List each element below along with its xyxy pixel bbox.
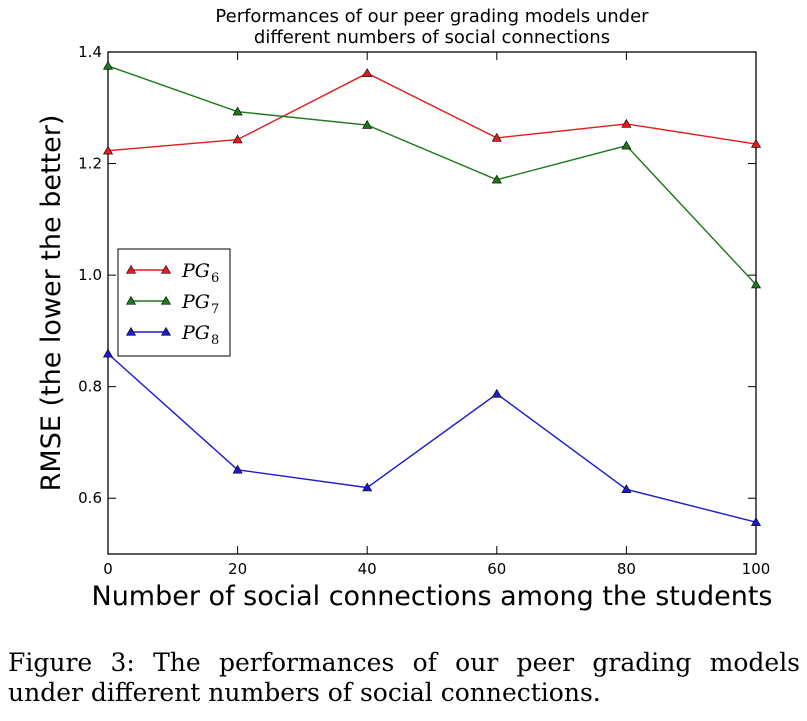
- y-tick-label: 1.4: [78, 43, 102, 61]
- series-group: [102, 60, 762, 526]
- x-tick-label: 0: [103, 560, 113, 578]
- data-point-pg7: [750, 279, 762, 289]
- data-point-pg6: [362, 68, 373, 77]
- series-line-pg7: [107, 65, 757, 286]
- y-tick-label: 1.2: [78, 155, 102, 173]
- series-pg8: [102, 348, 762, 526]
- plot-area: [107, 51, 757, 555]
- legend-marker: [160, 326, 172, 336]
- x-tick-label: 60: [487, 560, 506, 578]
- legend-marker: [160, 264, 172, 274]
- data-point-pg6: [621, 118, 632, 128]
- series-line-pg8: [107, 353, 757, 523]
- x-axis-label: Number of social connections among the s…: [92, 581, 773, 612]
- legend-marker: [125, 326, 137, 336]
- data-point-pg8: [232, 464, 243, 474]
- legend-box: [117, 248, 231, 357]
- caption-text: The performances of our peer grading mod…: [8, 648, 801, 707]
- caption-label: Figure 3:: [8, 648, 135, 677]
- data-point-pg6: [102, 145, 114, 155]
- x-tick-label: 40: [358, 560, 377, 578]
- series-pg7: [102, 60, 762, 289]
- data-point-pg8: [491, 388, 502, 398]
- y-tick-label: 0.6: [78, 489, 102, 507]
- data-point-pg7: [102, 60, 114, 70]
- data-point-pg8: [621, 484, 632, 493]
- series-line-pg6: [107, 72, 757, 152]
- x-tick-label: 80: [617, 560, 636, 578]
- data-point-pg6: [750, 138, 762, 148]
- y-tick-label: 0.8: [78, 378, 102, 396]
- figure-caption: Figure 3: The performances of our peer g…: [8, 648, 800, 708]
- data-point-pg6: [232, 134, 243, 144]
- chart-title-line-1: Performances of our peer grading models …: [215, 6, 649, 27]
- data-point-pg7: [232, 106, 243, 116]
- data-point-pg6: [491, 132, 502, 142]
- data-point-pg7: [362, 119, 373, 129]
- line-chart: Performances of our peer grading models …: [36, 6, 773, 612]
- legend-marker: [160, 295, 172, 305]
- x-tick-label: 100: [742, 560, 771, 578]
- series-pg6: [102, 68, 762, 155]
- x-tick-label: 20: [228, 560, 247, 578]
- y-axis-label: RMSE (the lower the better): [36, 115, 67, 492]
- data-point-pg7: [491, 174, 502, 184]
- data-point-pg8: [362, 482, 373, 492]
- legend-marker: [125, 264, 137, 274]
- y-tick-label: 1.0: [78, 266, 102, 284]
- data-point-pg8: [102, 348, 114, 358]
- data-point-pg8: [750, 517, 762, 526]
- legend-marker: [125, 295, 137, 305]
- chart-title-line-2: different numbers of social connections: [254, 27, 610, 48]
- chart-title: Performances of our peer grading models …: [215, 6, 649, 48]
- data-point-pg7: [621, 140, 632, 150]
- axis-ticks: 0 20 40 60 80 100 0.6 0.8 1.0 1.2 1.4: [78, 43, 770, 578]
